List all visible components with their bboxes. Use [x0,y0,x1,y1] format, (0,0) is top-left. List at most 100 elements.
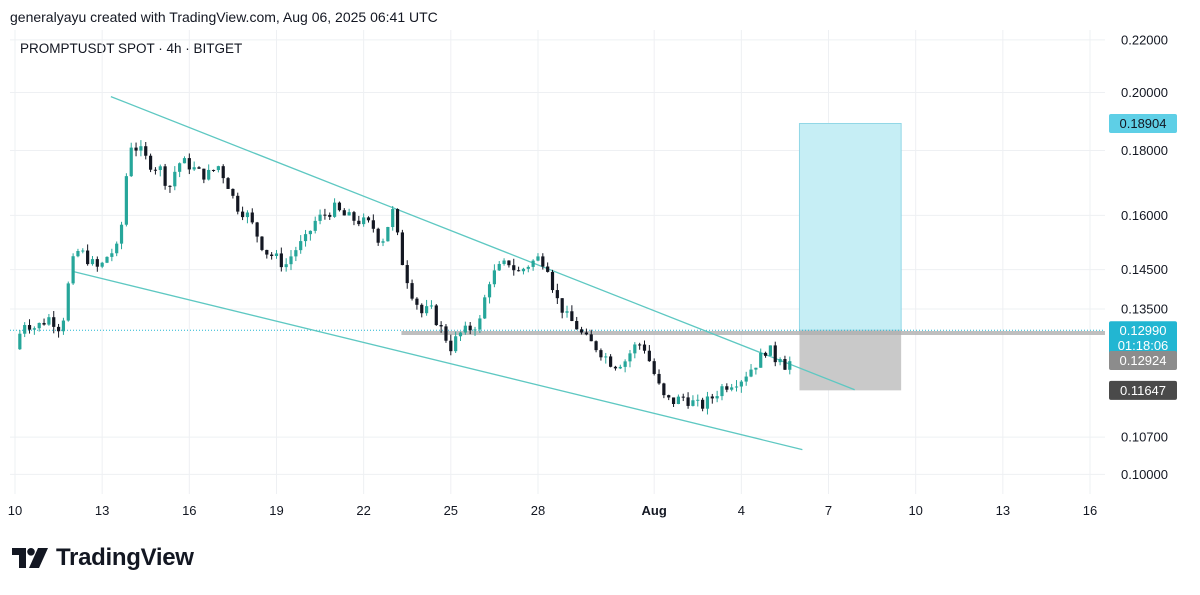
candle-body [294,250,298,257]
candle-body [763,352,768,356]
candle-body [759,352,763,368]
candle-body [376,228,380,243]
candle-body [642,344,647,351]
candle-body [362,217,366,225]
price-tag-stop: 0.11647 [1109,380,1177,400]
candle-body [589,334,593,342]
candle-body [783,358,787,370]
candle-body [594,341,598,351]
candle-body [318,214,322,221]
candle-body [429,305,434,307]
candle-body [207,169,211,180]
candle-body [100,262,104,267]
x-tick-label: 22 [356,503,370,518]
candle-body [468,325,472,331]
candle-body [512,265,516,271]
candle-body [638,344,642,346]
candle-body [23,325,27,334]
candle-body [681,396,685,398]
candle-body [119,224,124,244]
candle-body [584,332,588,335]
candle-body [550,271,555,291]
candle-body [284,264,288,268]
candle-body [415,298,419,305]
candle-body [633,344,637,354]
candle-body [211,169,216,171]
candle-body [463,325,467,333]
candles [18,140,792,415]
candle-body [47,317,51,325]
candle-body [56,326,61,332]
candle-body [754,367,758,370]
price-tag-value: 0.12990 [1120,323,1167,338]
candle-body [487,284,492,298]
candle-body [124,176,128,225]
candle-body [691,400,695,406]
candle-body [541,256,545,267]
candle-body [245,212,250,218]
attribution-text: generalyayu created with TradingView.com… [10,9,438,25]
candle-body [609,356,613,367]
candle-body [313,220,317,231]
candle-body [613,366,618,369]
candle-body [178,163,182,172]
candle-body [76,251,80,257]
candle-body [71,256,75,284]
candle-body [492,270,496,285]
candle-body [788,361,792,370]
chart-canvas[interactable]: 0.22000 0.20000 0.18000 0.16000 0.14500 0.135… [0,0,1200,540]
candle-body [134,147,138,151]
candle-body [739,381,743,387]
candle-body [483,297,487,319]
candle-body [32,328,36,330]
candle-body [216,166,220,171]
candle-body [81,250,85,252]
candle-body [270,254,274,256]
candle-body [424,306,429,314]
candle-body [158,166,162,171]
candle-body [255,222,259,237]
candle-body [657,373,661,384]
candle-body [565,311,569,313]
candle-body [744,376,748,382]
candle-body [187,158,191,170]
candle-body [240,211,245,218]
candle-body [667,395,671,398]
candle-body [628,353,632,362]
candle-body [720,386,724,397]
candle-body [623,361,627,367]
candle-body [439,325,443,327]
price-tag-value: 0.11647 [1120,383,1166,398]
candle-body [231,188,235,196]
candle-body [337,202,342,211]
candle-body [202,168,206,180]
candle-body [730,387,734,390]
x-tick-label: 19 [269,503,283,518]
tradingview-logo-icon [12,548,48,568]
candle-body [279,253,283,268]
x-tick-label: 13 [95,503,109,518]
x-tick-label: 13 [996,503,1010,518]
candle-body [701,399,705,409]
candle-body [182,158,187,164]
candle-body [517,270,521,272]
target-zone [798,122,902,331]
candle-body [352,212,356,221]
y-tick-label: 0.16000 [1121,208,1168,223]
candle-body [139,146,143,151]
candle-body [328,214,332,217]
candle-body [129,147,133,177]
price-tag-entry: 0.12924 [1109,351,1177,371]
candle-body [526,266,530,269]
symbol-title[interactable]: PROMPTUSDT SPOT · 4h · BITGET [20,41,243,56]
y-tick-label: 0.10000 [1121,467,1168,482]
candle-body [27,325,32,330]
candle-body [420,304,424,314]
candle-body [696,399,700,401]
price-tag-box [1109,351,1177,371]
candle-body [749,369,753,377]
candle-body [386,227,390,242]
tradingview-brand[interactable]: TradingView [12,544,194,572]
price-tag-box [1109,113,1177,133]
